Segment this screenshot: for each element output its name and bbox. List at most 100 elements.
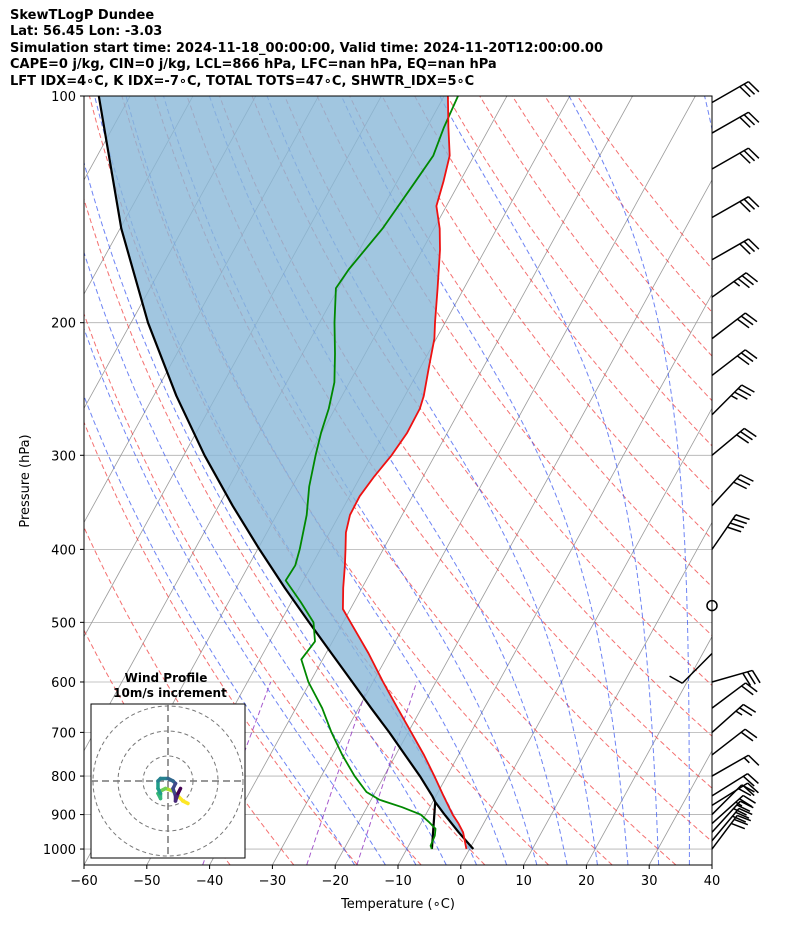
wind-barb [711,703,757,733]
barb-flag [733,807,747,816]
x-tick-label: −50 [133,874,160,889]
wind-barb [711,272,759,298]
wind-barb [711,427,757,456]
barb-flag [739,243,751,255]
wind-barbs [669,80,761,850]
dry-adiabat-line [479,96,712,402]
hodograph-title: Wind Profile [125,671,208,685]
barb-flag [736,355,750,366]
barb-shaft [711,111,749,134]
barb-shaft [711,272,747,298]
wind-barb [711,80,760,104]
wind-barb [711,147,760,170]
wind-barb [711,814,752,850]
barb-flag [747,81,760,93]
wind-barb [711,794,756,825]
wind-barb [711,772,759,797]
time-line: Simulation start time: 2024-11-18_00:00:… [10,40,603,56]
y-tick-label: 900 [51,809,76,824]
barb-flag [741,685,754,696]
wind-barb [711,312,758,340]
moist-adiabat-line [439,96,660,865]
location-line: Lat: 56.45 Lon: -3.03 [10,24,163,40]
moist-adiabat-line [340,96,629,865]
temperature-line [342,96,468,850]
moist-adiabat-line [568,96,690,865]
barb-flag [740,315,754,326]
barb-flag [736,318,750,329]
barb-half-flag [735,801,743,807]
axes: −60 −50 −40 −30 −20 −10 0 10 20 30 40 1000 900 800 700… [43,90,720,889]
x-axis-label: Temperature (∘C) [340,897,455,912]
moist-adiabat-line [125,96,508,865]
cape-line: CAPE=0 j/kg, CIN=0 j/kg, LCL=866 hPa, LF… [10,57,497,73]
y-tick-label: 1000 [43,843,76,858]
barb-shaft [711,794,744,825]
barb-shaft [681,652,713,684]
dry-adiabat-line [316,96,712,637]
x-tick-label: 30 [641,874,658,889]
wind-barb [711,728,758,756]
barb-shaft [711,514,737,550]
wind-barb [711,669,761,686]
barb-flag [736,477,751,486]
dry-adiabat-line [284,96,712,686]
dry-adiabat-line [446,96,712,447]
barb-flag [743,240,756,253]
barb-shaft [711,384,743,416]
wind-barb [711,111,760,134]
x-tick-label: −30 [259,874,286,889]
y-tick-label: 500 [51,616,76,631]
barb-flag [747,754,760,766]
barb-shaft [711,782,749,807]
y-tick-label: 100 [51,90,76,105]
barb-shaft [711,147,749,170]
hodograph-inset: Wind Profile 10m/s increment [90,671,246,859]
isotherm-line [523,521,712,865]
barb-flag [747,773,759,784]
plot-area [84,96,712,865]
barb-flag [732,518,748,525]
barb-flag [742,785,755,797]
indices-line: LFT IDX=4∘C, K IDX=-7∘C, TOTAL TOTS=47∘C… [10,73,475,89]
wind-barb [711,682,758,709]
barb-flag [742,794,756,804]
dewpoint-line [284,96,459,850]
isotherm-line [209,96,633,865]
barb-flag [745,682,758,693]
barb-flag [745,272,759,283]
y-tick-label: 400 [51,543,76,558]
barb-flag [734,391,748,400]
barb-flag [740,430,753,441]
barb-flag [740,474,754,482]
barb-flag [740,352,754,363]
barb-flag [736,804,751,813]
barb-flag [727,526,742,533]
moist-adiabat-line [84,327,386,865]
barb-half-flag [730,394,738,400]
parcel-profile-line [97,96,475,850]
barb-flag [741,275,754,286]
barb-flag [735,514,750,521]
chart-header: SkewTLogP Dundee Lat: 56.45 Lon: -3.03 S… [10,8,603,90]
dry-adiabat-line [381,96,712,540]
barb-flag [737,787,752,797]
y-tick-label: 800 [51,770,76,785]
barb-shaft [711,728,746,756]
barb-flag [747,782,759,794]
barb-flag [736,814,752,822]
dry-adiabat-line [349,96,712,588]
moist-adiabat-line [84,160,447,865]
barb-flag [742,703,757,713]
barb-shaft [711,427,745,456]
isotherm-line [586,635,712,865]
x-tick-label: −60 [70,874,97,889]
barb-flag [732,815,747,823]
mixing-ratio-line [306,681,370,865]
barb-flag [743,83,756,95]
barb-shaft [711,349,746,377]
barb-half-flag [733,280,741,287]
barb-flag [747,147,760,159]
cin-shading [98,96,474,849]
barb-shaft [711,754,749,777]
